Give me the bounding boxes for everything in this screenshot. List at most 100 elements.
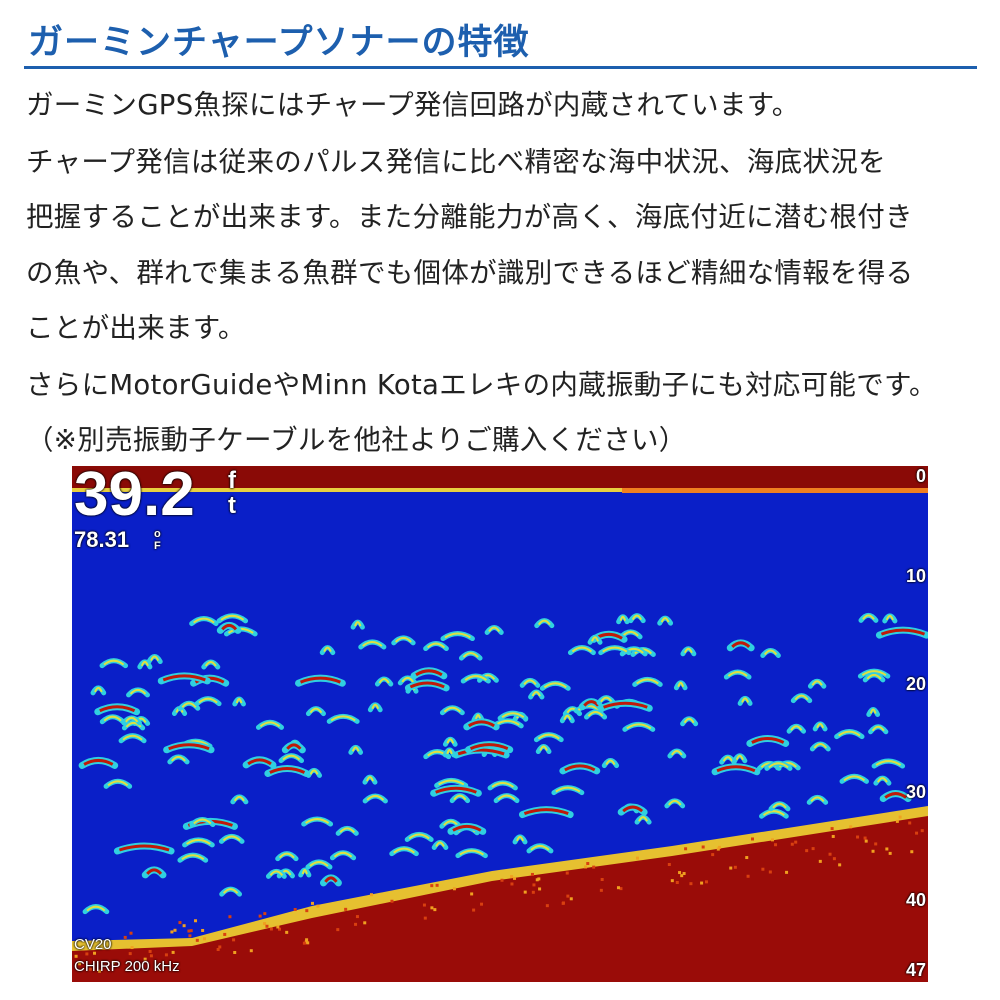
seabed-speckle xyxy=(635,856,639,860)
fish-arch-core xyxy=(885,614,894,621)
seabed-speckle xyxy=(619,887,623,891)
body-line: チャープ発信は従来のパルス発信に比べ精密な海中状況、海底状況を xyxy=(26,146,886,178)
fish-arch-core xyxy=(129,688,147,695)
seabed-speckle xyxy=(745,856,749,860)
seabed-speckle xyxy=(535,878,539,882)
seabed-speckle xyxy=(93,951,97,955)
fish-arch-core xyxy=(393,847,415,854)
depth-scale-10: 10 xyxy=(905,566,926,586)
seabed-speckle xyxy=(173,928,177,932)
seabed-speckle xyxy=(678,871,682,875)
seabed-speckle xyxy=(832,857,836,861)
fish-arch-core xyxy=(495,719,520,726)
seabed-speckle xyxy=(915,831,919,835)
fish-arch-core xyxy=(622,805,644,813)
seabed-speckle xyxy=(355,915,359,919)
seabed-speckle xyxy=(194,919,198,923)
fish-arch-core xyxy=(222,835,241,842)
seabed-speckle xyxy=(265,924,269,928)
fish-arch-core xyxy=(671,749,683,756)
seabed-speckle xyxy=(164,953,168,957)
seabed-speckle xyxy=(746,874,750,878)
seabed-speckle xyxy=(422,903,426,907)
seabed-speckle xyxy=(768,870,772,874)
seabed-speckle xyxy=(864,839,868,843)
fish-arch-core xyxy=(150,655,160,661)
fish-arch-core xyxy=(247,758,272,766)
fish-arch-core xyxy=(269,766,306,774)
fish-arch-core xyxy=(443,706,462,713)
depth-scale-0: 0 xyxy=(915,466,926,486)
seabed-speckle xyxy=(729,866,733,870)
seabed-speckle xyxy=(263,912,267,916)
seabed-speckle xyxy=(305,938,309,942)
seabed-speckle xyxy=(849,825,853,829)
seabed-speckle xyxy=(354,922,358,926)
seabed-speckle xyxy=(670,879,674,883)
fish-arch-core xyxy=(408,833,430,840)
seabed-speckle xyxy=(148,949,152,953)
fish-arch-core xyxy=(571,646,593,653)
fish-arch-core xyxy=(583,700,600,707)
fish-arch-core xyxy=(269,870,284,876)
seabed-speckle xyxy=(306,941,310,945)
seabed-speckle xyxy=(78,962,82,966)
seabed-speckle xyxy=(689,882,693,886)
page-title: ガーミンチャープソナーの特徴 xyxy=(28,23,530,63)
fish-arch-core xyxy=(181,854,205,861)
depth-readout: 39.2 xyxy=(74,466,195,529)
seabed-speckle xyxy=(201,928,205,932)
fish-arch-core xyxy=(459,849,484,856)
fish-arch-core xyxy=(193,818,212,825)
fish-arch-core xyxy=(469,743,509,751)
seabed-speckle xyxy=(895,819,899,823)
fish-arch-core xyxy=(435,841,445,847)
seabed-speckle xyxy=(188,934,192,938)
fish-arch-core xyxy=(488,626,501,633)
fish-arch-core xyxy=(146,868,163,875)
fish-arch-core xyxy=(735,754,744,761)
seabed-speckle xyxy=(258,914,262,918)
fish-arch-core xyxy=(324,876,338,883)
fish-arch-core xyxy=(668,799,682,806)
fish-arch-core xyxy=(563,714,572,721)
seabed-speckle xyxy=(920,829,924,833)
fish-arch-core xyxy=(543,682,567,689)
fish-arch-core xyxy=(94,686,103,693)
seabed-speckle xyxy=(278,927,282,931)
seabed-speckle xyxy=(369,893,373,897)
degree-symbol: o xyxy=(154,528,161,540)
seabed-speckle xyxy=(187,929,191,933)
fish-arch-core xyxy=(772,802,787,809)
fish-arch-core xyxy=(816,722,825,729)
seabed-speckle xyxy=(733,865,737,869)
fish-arch-core xyxy=(602,646,628,653)
fish-arch-core xyxy=(452,824,482,832)
fish-arch-core xyxy=(378,678,390,684)
fish-arch-core xyxy=(366,776,374,782)
fish-arch-core xyxy=(763,649,778,656)
seabed-speckle xyxy=(684,847,688,851)
fish-arch-core xyxy=(220,614,245,621)
seabed-speckle xyxy=(910,850,914,854)
seabed-speckle xyxy=(170,930,174,934)
seabed-speckle xyxy=(302,941,306,945)
fish-arch-core xyxy=(171,755,186,762)
fish-arch-core xyxy=(444,632,471,639)
fish-arch-core xyxy=(866,673,882,680)
fish-arch-core xyxy=(626,723,652,730)
fish-arch-core xyxy=(722,756,733,762)
fish-arch-core xyxy=(683,647,693,654)
fish-arch-core xyxy=(435,786,477,794)
fish-arch-core xyxy=(727,671,748,677)
seabed-speckle xyxy=(569,897,573,901)
seabed-speckle xyxy=(435,883,439,887)
seabed-speckle xyxy=(390,899,394,903)
seabed-speckle xyxy=(430,906,434,910)
fish-arch-core xyxy=(409,681,445,689)
seabed-speckle xyxy=(790,842,794,846)
fish-arch-core xyxy=(862,614,875,620)
fish-arch-core xyxy=(186,838,211,845)
seabed-speckle xyxy=(908,821,912,825)
